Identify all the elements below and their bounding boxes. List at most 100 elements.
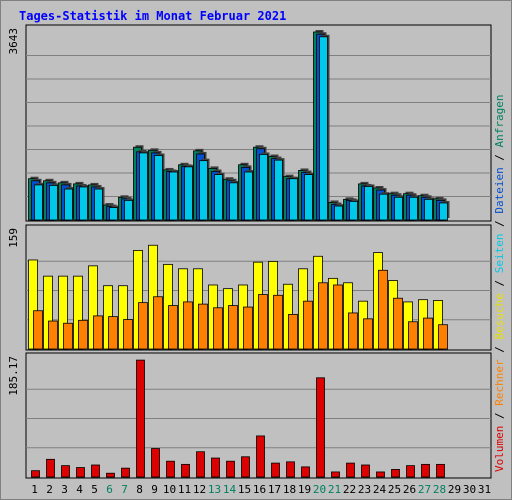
bar-rechner-day-16: [258, 294, 268, 350]
day-label-13: 13: [208, 483, 221, 496]
bar-seiten-day-27: [424, 198, 433, 221]
panel-top-ymax-label: 3643: [7, 28, 20, 55]
bar-volumen-day-9: [151, 448, 160, 478]
day-label-8: 8: [136, 483, 143, 496]
legend-part-0: Volumen: [493, 426, 506, 472]
bar-seiten-day-18: [289, 178, 298, 221]
day-label-2: 2: [46, 483, 53, 496]
bar-rechner-day-14: [228, 305, 238, 350]
bar-seiten-day-5: [94, 188, 103, 221]
bar-besuche-day-1: [28, 259, 38, 350]
bar-volumen-day-26: [406, 465, 415, 478]
bar-rechner-day-20: [318, 282, 328, 350]
day-label-27: 27: [418, 483, 431, 496]
bar-seiten-day-28: [439, 202, 448, 221]
day-label-10: 10: [163, 483, 176, 496]
legend-part-10: Anfragen: [493, 94, 506, 147]
bar-rechner-day-3: [63, 322, 73, 350]
bar-besuche-day-4: [73, 275, 83, 350]
bar-seiten-day-1: [34, 184, 43, 221]
day-label-15: 15: [238, 483, 251, 496]
day-label-17: 17: [268, 483, 281, 496]
bar-rechner-day-6: [108, 316, 118, 350]
bar-seiten-day-2: [49, 185, 58, 221]
bar-seiten-day-24: [379, 193, 388, 221]
bar-seiten-day-20: [319, 36, 328, 221]
bar-rechner-day-2: [48, 320, 58, 350]
bar-seiten-day-10: [169, 171, 178, 221]
day-label-28: 28: [433, 483, 446, 496]
panel-middle: 159: [7, 224, 492, 351]
day-label-7: 7: [121, 483, 128, 496]
bar-volumen-day-13: [211, 457, 220, 478]
day-label-3: 3: [61, 483, 68, 496]
day-label-5: 5: [91, 483, 98, 496]
bar-rechner-day-9: [153, 296, 163, 350]
legend-part-1: /: [493, 406, 506, 426]
bar-rechner-day-15: [243, 306, 253, 350]
day-label-6: 6: [106, 483, 113, 496]
bar-rechner-day-10: [168, 305, 178, 350]
bar-volumen-day-27: [421, 463, 430, 478]
bar-rechner-day-5: [93, 315, 103, 350]
bar-rechner-day-22: [348, 312, 358, 350]
bar-seiten-day-15: [244, 171, 253, 221]
bar-besuche-day-8: [133, 249, 143, 350]
bar-rechner-day-4: [78, 319, 88, 350]
bar-rechner-day-8: [138, 302, 148, 350]
bar-seiten-day-26: [409, 196, 418, 221]
bar-volumen-day-22: [346, 462, 355, 478]
bar-volumen-day-11: [181, 463, 190, 478]
chart-title: Tages-Statistik im Monat Februar 2021: [19, 9, 286, 23]
bar-volumen-day-7: [121, 467, 130, 478]
day-label-4: 4: [76, 483, 83, 496]
bar-seiten-day-11: [184, 166, 193, 221]
day-label-16: 16: [253, 483, 266, 496]
day-label-11: 11: [178, 483, 191, 496]
bar-volumen-day-19: [301, 466, 310, 478]
day-label-25: 25: [388, 483, 401, 496]
bar-rechner-day-28: [438, 324, 448, 350]
day-label-14: 14: [223, 483, 237, 496]
day-label-22: 22: [343, 483, 356, 496]
legend-part-4: Besuche: [493, 293, 506, 339]
bar-volumen-day-16: [256, 435, 265, 478]
panel-middle-ymax-label: 159: [7, 228, 20, 248]
day-label-29: 29: [448, 483, 461, 496]
bar-seiten-day-25: [394, 196, 403, 221]
bar-seiten-day-7: [124, 199, 133, 221]
panel-bottom-ymax-label: 185.17: [7, 356, 20, 396]
bar-seiten-day-13: [214, 174, 223, 221]
bar-volumen-day-20: [316, 377, 325, 478]
bar-besuche-day-7: [118, 285, 128, 350]
bar-rechner-day-27: [423, 317, 433, 350]
bar-rechner-day-17: [273, 294, 283, 350]
day-label-30: 30: [463, 483, 476, 496]
bar-rechner-day-19: [303, 300, 313, 350]
bar-seiten-day-6: [109, 207, 118, 221]
bar-volumen-day-5: [91, 464, 100, 478]
legend-part-2: Rechner: [493, 359, 506, 406]
day-label-19: 19: [298, 483, 311, 496]
bar-volumen-day-18: [286, 461, 295, 478]
bar-rechner-day-7: [123, 319, 133, 350]
bar-volumen-day-1: [31, 470, 40, 478]
bar-volumen-day-3: [61, 465, 70, 478]
bar-volumen-day-14: [226, 460, 235, 478]
day-label-21: 21: [328, 483, 341, 496]
bar-rechner-day-18: [288, 314, 298, 350]
day-label-9: 9: [151, 483, 158, 496]
bar-seiten-day-21: [334, 205, 343, 221]
day-label-18: 18: [283, 483, 296, 496]
legend-part-8: Dateien: [493, 167, 506, 213]
bar-seiten-day-9: [154, 155, 163, 221]
bar-seiten-day-22: [349, 201, 358, 221]
bar-rechner-day-24: [378, 269, 388, 350]
bar-volumen-day-4: [76, 467, 85, 478]
day-axis-labels: 1 2 3 4 5 6 7 8 9 10 11 12 13 14 15 16 17 18 19 20 21 22 23 24 2…: [31, 483, 491, 496]
bar-besuche-day-5: [88, 265, 98, 350]
bar-seiten-day-17: [274, 159, 283, 221]
bar-seiten-day-8: [139, 152, 148, 221]
bar-rechner-day-21: [333, 284, 343, 350]
